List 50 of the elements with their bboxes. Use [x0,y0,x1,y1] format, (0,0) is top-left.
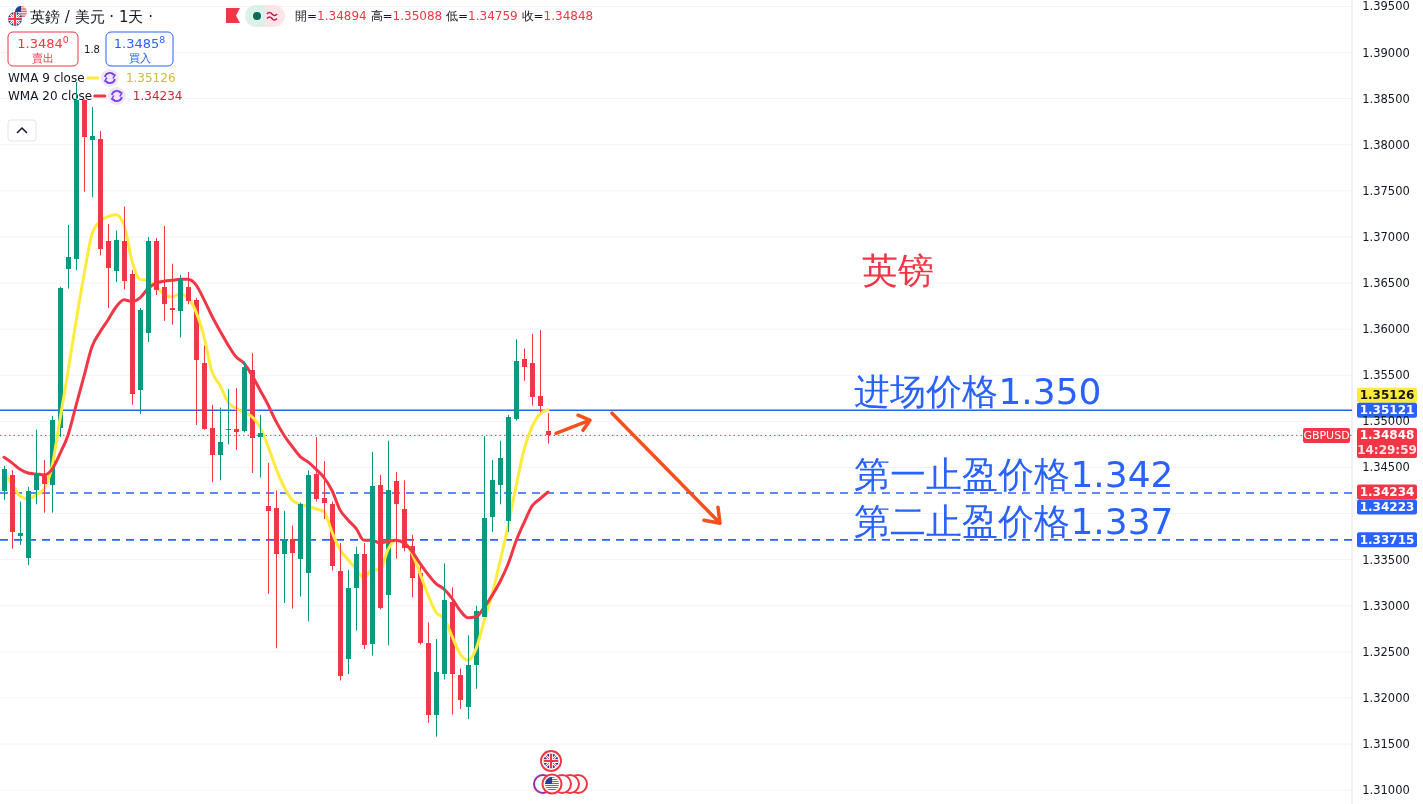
y-tick-label: 1.38000 [1362,137,1410,152]
price-tag: 1.34234 [1357,484,1417,500]
ref-line-label: 第二止盈价格1.337 [854,500,1174,542]
y-tick-label: 1.34500 [1362,460,1410,475]
ref-line-label: 第一止盈价格1.342 [854,454,1174,495]
y-tick-label: 1.39000 [1362,45,1410,60]
y-tick-label: 1.33000 [1362,598,1410,613]
price-tag: 1.34848 14:29:59 [1357,427,1417,458]
y-tick-label: 1.35500 [1362,368,1410,383]
y-tick-label: 1.33500 [1362,552,1410,567]
annotation: 1.34234 [132,89,183,103]
y-tick-label: 1.37500 [1362,183,1410,198]
price-tag: 1.33715 [1357,532,1417,548]
annotation: 開=1.34894 高=1.35088 低=1.34759 收=1.34848 [295,9,594,23]
annotation: 1.35126 [125,71,176,85]
candlestick [258,414,263,479]
y-tick-label: 1.32000 [1362,690,1410,705]
candlestick [322,460,327,520]
y-tick-label: 1.31000 [1362,783,1410,798]
candlestick [18,501,23,546]
annotation: 1.3485$^{8}$ [113,33,166,51]
candlestick [266,462,271,595]
candlestick [538,329,543,413]
candlestick [90,106,95,198]
y-tick-label: 1.39500 [1362,0,1410,14]
annotation: 1.3484$^{0}$ [17,33,69,51]
y-tick-label: 1.37000 [1362,229,1410,244]
legend-label: WMA 9 close [8,71,85,85]
candlestick [34,429,39,505]
candlestick [394,471,399,560]
ref-line-label: 进场价格1.350 [854,371,1102,413]
annotation: 英镑 [862,250,934,291]
candlestick [66,224,71,290]
price-tag: 1.34223 [1357,499,1417,515]
candlestick [522,348,527,382]
candlestick [290,525,295,610]
annotation: 賣出 [32,52,54,65]
y-tick-label: 1.38500 [1362,91,1410,106]
y-tick-label: 1.32500 [1362,644,1410,659]
y-tick-label: 1.36000 [1362,322,1410,337]
annotation: 買入 [128,52,151,65]
candlestick [42,459,47,514]
annotation: 1.8 [84,44,100,55]
candlestick [2,465,7,501]
y-tick-label: 1.31500 [1362,737,1410,752]
candlestick [226,388,231,445]
y-tick-label: 1.36500 [1362,276,1410,291]
candlestick [218,407,223,481]
candlestick [282,510,287,604]
text: 英鎊 / 美元 · 1天 · [30,8,153,26]
